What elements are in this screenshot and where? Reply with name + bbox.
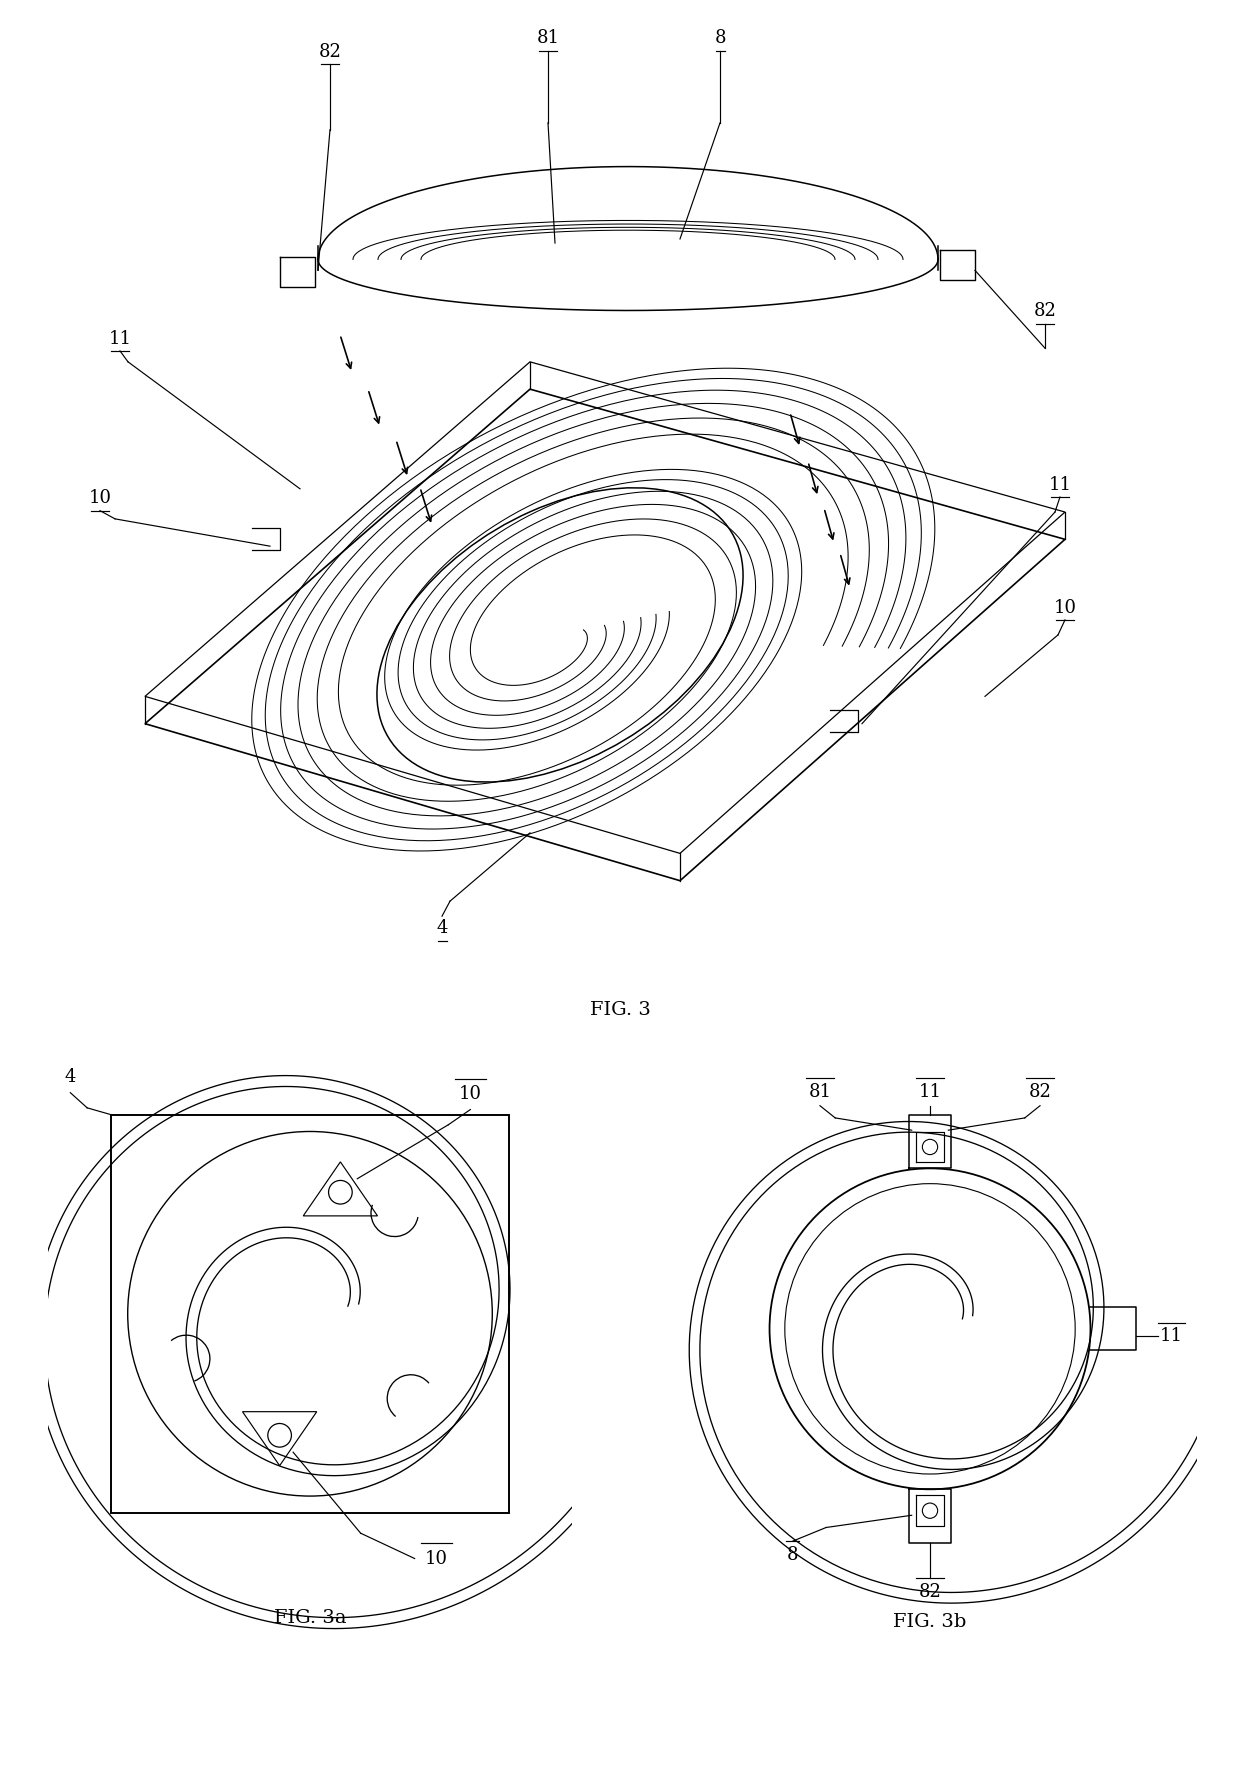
Text: 4: 4 [64,1069,76,1087]
Text: 11: 11 [919,1083,941,1101]
Text: 82: 82 [919,1583,941,1601]
Text: 82: 82 [319,42,341,60]
Text: 10: 10 [425,1550,448,1567]
Text: 81: 81 [808,1083,832,1101]
Text: FIG. 3a: FIG. 3a [274,1608,346,1627]
Text: 82: 82 [1034,302,1056,320]
Text: FIG. 3b: FIG. 3b [893,1613,967,1631]
Text: 11: 11 [1159,1327,1183,1345]
Text: 4: 4 [436,919,448,938]
Text: FIG. 3: FIG. 3 [589,1002,651,1020]
Text: 10: 10 [459,1085,482,1103]
Text: 11: 11 [1049,475,1071,493]
Text: 8: 8 [786,1546,799,1564]
Text: 8: 8 [714,30,725,48]
Text: 10: 10 [88,489,112,507]
Text: 82: 82 [1029,1083,1052,1101]
Text: 81: 81 [537,30,559,48]
Text: 11: 11 [109,330,131,348]
Text: 10: 10 [1054,599,1076,617]
